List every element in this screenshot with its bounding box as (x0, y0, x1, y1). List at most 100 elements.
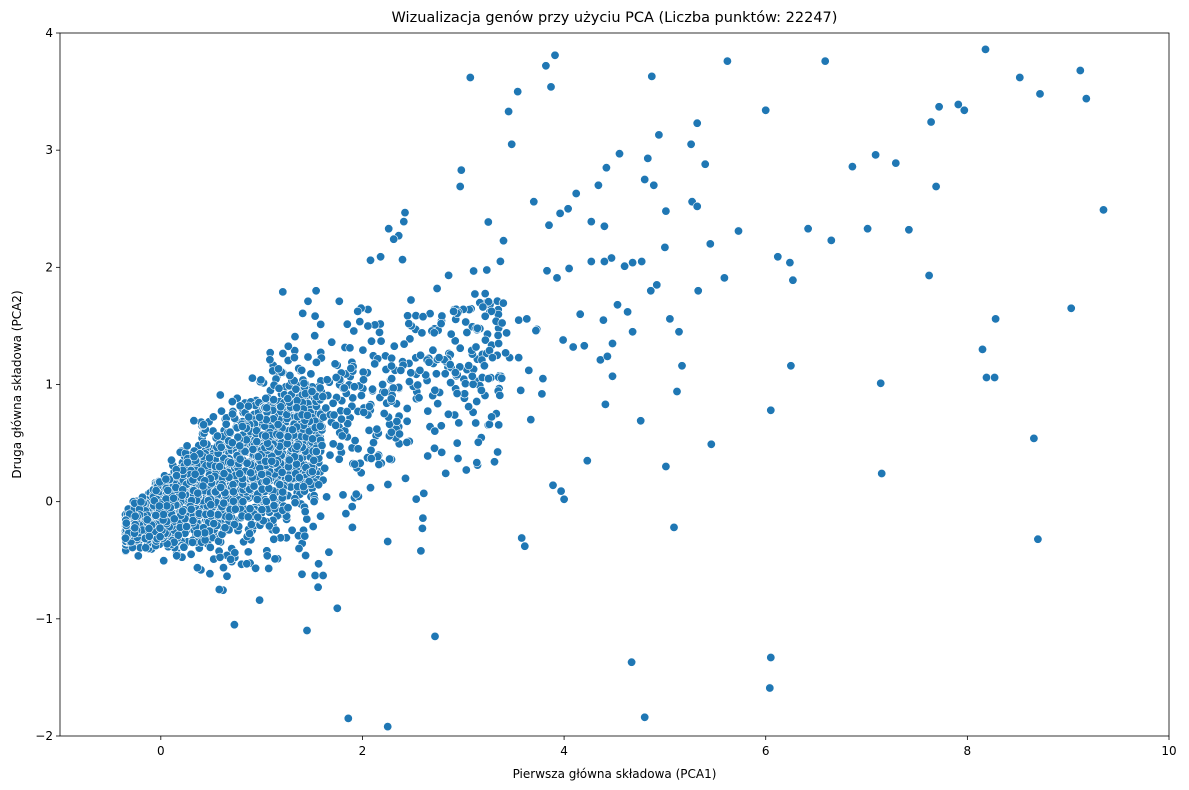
data-point (480, 335, 490, 345)
data-point (182, 441, 192, 451)
data-point (991, 314, 1001, 324)
data-point (215, 462, 225, 472)
data-point (446, 378, 456, 388)
data-point (306, 369, 316, 379)
data-point (437, 311, 447, 321)
y-tick-label: 1 (45, 378, 53, 392)
data-point (198, 481, 208, 491)
data-point (283, 503, 293, 513)
data-point (329, 410, 339, 420)
data-point (235, 469, 245, 479)
data-point (318, 392, 328, 402)
data-point (219, 563, 229, 573)
data-point (627, 657, 637, 667)
data-point (556, 486, 566, 496)
data-point (460, 379, 470, 389)
data-point (542, 266, 552, 276)
data-point (178, 506, 188, 516)
data-point (514, 315, 524, 325)
data-point (665, 314, 675, 324)
data-point (346, 363, 356, 373)
data-point (355, 317, 365, 327)
data-point (1015, 73, 1025, 83)
y-tick-label: −1 (35, 612, 53, 626)
data-point (981, 372, 991, 382)
data-point (328, 398, 338, 408)
data-point (348, 393, 358, 403)
data-point (367, 384, 377, 394)
data-point (252, 494, 262, 504)
data-point (251, 563, 261, 573)
data-point (311, 357, 321, 367)
data-point (430, 631, 440, 641)
data-point (501, 348, 511, 358)
data-point (482, 265, 492, 275)
data-point (564, 263, 574, 273)
data-point (343, 713, 353, 723)
data-point (283, 394, 293, 404)
data-point (298, 308, 308, 318)
data-point (242, 559, 252, 569)
data-point (300, 507, 310, 517)
data-point (445, 360, 455, 370)
data-point (276, 402, 286, 412)
data-point (552, 273, 562, 283)
data-point (489, 457, 499, 467)
data-point (303, 352, 313, 362)
data-point (559, 494, 569, 504)
data-point (253, 512, 263, 522)
data-point (347, 502, 357, 512)
data-point (188, 537, 198, 547)
data-point (330, 359, 340, 369)
data-point (765, 683, 775, 693)
data-point (374, 327, 384, 337)
y-tick-label: −2 (35, 729, 53, 743)
data-point (240, 446, 250, 456)
data-point (686, 139, 696, 149)
data-point (221, 419, 231, 429)
data-point (353, 306, 363, 316)
data-point (133, 551, 143, 561)
data-point (483, 374, 493, 384)
data-point (351, 489, 361, 499)
data-point (155, 523, 165, 533)
data-point (405, 334, 415, 344)
data-point (733, 226, 743, 236)
data-point (317, 440, 327, 450)
data-point (303, 296, 313, 306)
data-point (365, 255, 375, 265)
data-point (262, 551, 272, 561)
data-point (363, 321, 373, 331)
data-point (524, 365, 534, 375)
data-point (227, 438, 237, 448)
data-point (302, 625, 312, 635)
data-point (136, 497, 146, 507)
data-point (216, 442, 226, 452)
data-point (302, 514, 312, 524)
data-point (977, 344, 987, 354)
data-point (219, 498, 229, 508)
x-tick-label: 10 (1161, 744, 1176, 758)
data-point (159, 509, 169, 519)
data-point (154, 501, 164, 511)
data-point (216, 482, 226, 492)
data-point (235, 454, 245, 464)
data-point (677, 361, 687, 371)
data-point (411, 494, 421, 504)
data-point (649, 180, 659, 190)
data-point (325, 450, 335, 460)
data-point (579, 341, 589, 351)
data-point (374, 459, 384, 469)
data-point (429, 443, 439, 453)
data-point (462, 327, 472, 337)
data-point (498, 236, 508, 246)
data-point (151, 510, 161, 520)
data-point (366, 453, 376, 463)
data-point (309, 455, 319, 465)
data-point (441, 468, 451, 478)
data-point (600, 399, 610, 409)
data-point (334, 296, 344, 306)
data-point (252, 437, 262, 447)
data-point (497, 318, 507, 328)
data-point (541, 61, 551, 71)
